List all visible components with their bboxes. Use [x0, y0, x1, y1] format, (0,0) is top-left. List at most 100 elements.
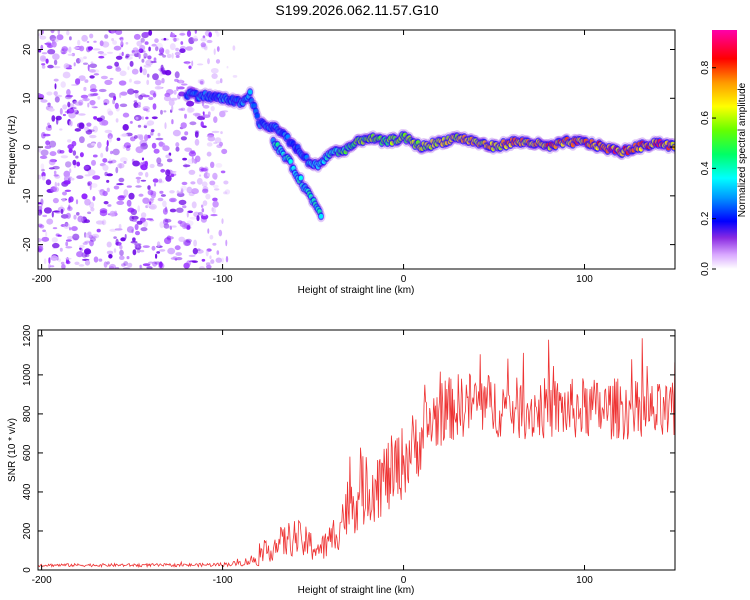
noise-blob — [88, 93, 95, 97]
noise-blob — [191, 60, 194, 67]
snr-y-ticks: 0 200 400 600 800 1000 1200 — [22, 324, 675, 573]
ridge-core — [285, 134, 290, 140]
noise-blob — [52, 227, 58, 230]
noise-blob — [53, 186, 60, 193]
noise-blob — [68, 204, 71, 210]
noise-blob — [162, 208, 168, 215]
noise-blob — [76, 161, 81, 167]
noise-blob — [57, 149, 62, 154]
noise-blob — [118, 177, 125, 183]
noise-blob — [47, 102, 51, 108]
noise-blob — [180, 107, 186, 112]
noise-blob — [137, 124, 142, 128]
noise-blob — [170, 173, 175, 178]
noise-blob — [132, 237, 136, 242]
noise-blob — [67, 144, 74, 150]
noise-blob — [169, 170, 177, 173]
noise-blob — [140, 212, 147, 218]
noise-blob — [38, 238, 42, 243]
noise-blob — [215, 163, 223, 168]
noise-blob — [152, 261, 158, 267]
noise-blob — [68, 196, 74, 203]
noise-blob — [146, 79, 150, 86]
noise-blob — [200, 216, 207, 223]
noise-blob — [38, 146, 42, 153]
noise-blob — [192, 247, 198, 255]
noise-blob — [163, 37, 167, 41]
noise-blob — [60, 261, 65, 265]
noise-blob — [69, 36, 72, 41]
snr-panel: -200 -100 0 100 0 200 400 600 800 1000 1200 Heigh… — [7, 324, 676, 596]
noise-blob — [194, 131, 199, 138]
noise-blob — [96, 117, 103, 122]
noise-blob — [106, 51, 114, 54]
noise-blob — [119, 244, 123, 250]
noise-blob — [126, 262, 133, 268]
noise-blob — [135, 146, 144, 154]
noise-blob — [186, 106, 194, 114]
noise-blob — [159, 249, 166, 252]
noise-blob — [158, 178, 163, 183]
noise-blob — [60, 205, 63, 208]
noise-blob — [110, 30, 117, 34]
noise-blob — [147, 55, 152, 60]
y-tick-label: 20 — [22, 44, 33, 56]
noise-blob — [47, 64, 54, 69]
noise-blob — [143, 56, 147, 59]
branch-core — [318, 213, 324, 219]
noise-blob — [120, 39, 123, 46]
noise-blob — [189, 216, 197, 220]
noise-blob — [205, 262, 211, 266]
noise-blob — [169, 190, 175, 194]
noise-blob — [145, 171, 149, 178]
noise-blob — [84, 198, 91, 206]
noise-blob — [80, 94, 89, 99]
noise-blob — [104, 34, 109, 39]
noise-blob — [207, 228, 210, 234]
noise-blob — [175, 142, 180, 148]
noise-blob — [66, 89, 71, 96]
noise-blob — [142, 68, 147, 76]
noise-blob — [83, 86, 87, 92]
noise-blob — [169, 208, 177, 213]
noise-blob — [176, 207, 184, 213]
noise-blob — [136, 178, 141, 184]
noise-blob — [202, 111, 205, 115]
noise-blob — [200, 80, 204, 85]
noise-blob — [54, 83, 57, 90]
noise-blob — [175, 47, 180, 52]
noise-blob — [52, 197, 59, 204]
noise-blob — [160, 64, 164, 72]
spectrogram-y-ticks: 20 10 0 -10 -20 — [22, 44, 675, 252]
x-tick-label: 100 — [576, 575, 593, 586]
noise-blob — [115, 118, 119, 123]
noise-blob — [182, 157, 188, 161]
noise-blob — [186, 62, 189, 66]
noise-blob — [141, 58, 145, 63]
noise-blob — [106, 250, 114, 255]
noise-blob — [89, 33, 94, 39]
noise-blob — [150, 60, 157, 64]
x-tick-label: 100 — [576, 274, 593, 285]
noise-blob — [89, 100, 96, 106]
noise-blob — [121, 133, 128, 137]
noise-blob — [142, 94, 150, 98]
y-tick-label: 1000 — [22, 363, 33, 386]
noise-blob — [48, 257, 51, 264]
noise-blob — [211, 130, 220, 134]
noise-blob — [156, 157, 162, 165]
noise-blob — [150, 131, 154, 136]
noise-blob — [121, 263, 126, 267]
noise-blob — [72, 150, 77, 156]
noise-blob — [92, 154, 98, 158]
noise-blob — [76, 175, 84, 180]
noise-blob — [140, 227, 148, 232]
noise-blob — [207, 136, 216, 142]
noise-blob — [126, 199, 132, 207]
noise-blob — [181, 181, 188, 186]
noise-blob — [190, 181, 196, 185]
noise-blob — [99, 40, 104, 47]
noise-blob — [210, 161, 215, 168]
noise-blob — [119, 36, 124, 42]
ridge-core — [304, 154, 309, 160]
